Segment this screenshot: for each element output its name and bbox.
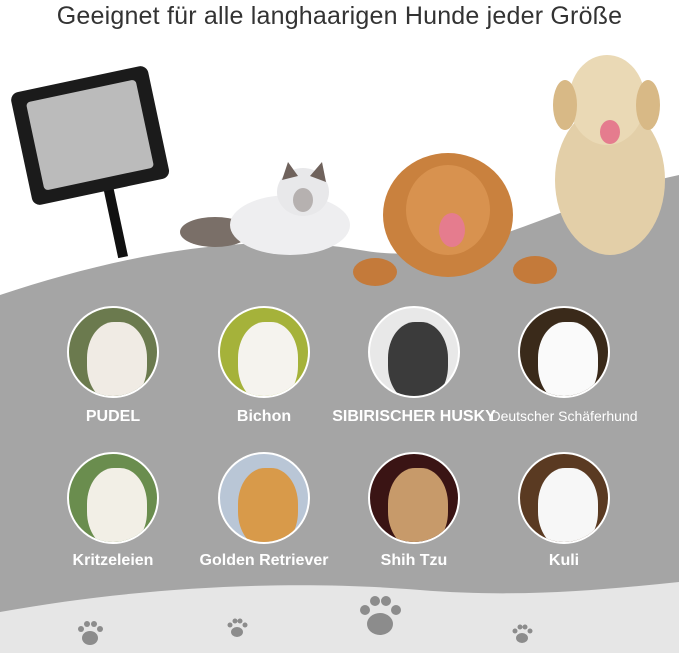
paw-icon (512, 624, 533, 643)
breed-label: SIBIRISCHER HUSKY (332, 408, 496, 425)
labrador-image (553, 55, 665, 255)
cat-image (180, 162, 350, 255)
husky-photo (368, 306, 460, 398)
breed-label: Kritzeleien (72, 552, 154, 569)
breed-label: Kuli (548, 552, 580, 569)
white-dog-photo (67, 452, 159, 544)
breed-label: Golden Retriever (199, 552, 329, 569)
breed-label: Deutscher Schäferhund (490, 408, 638, 424)
breed-label: PUDEL (85, 408, 141, 425)
paw-icon (227, 618, 248, 637)
shih-tzu-photo (368, 452, 460, 544)
golden-retriever-image (353, 153, 557, 286)
poodle-photo (67, 306, 159, 398)
german-shepherd-photo (518, 306, 610, 398)
paw-icon (78, 621, 103, 645)
breed-label: Bichon (236, 408, 292, 425)
slicker-brush-image (11, 66, 170, 259)
page-title: Geeignet für alle langhaarigen Hunde jed… (56, 2, 623, 30)
bichon-photo (218, 306, 310, 398)
paw-icon (360, 596, 401, 635)
breed-label: Shih Tzu (380, 552, 448, 569)
collie-photo (518, 452, 610, 544)
golden-retriever-photo (218, 452, 310, 544)
